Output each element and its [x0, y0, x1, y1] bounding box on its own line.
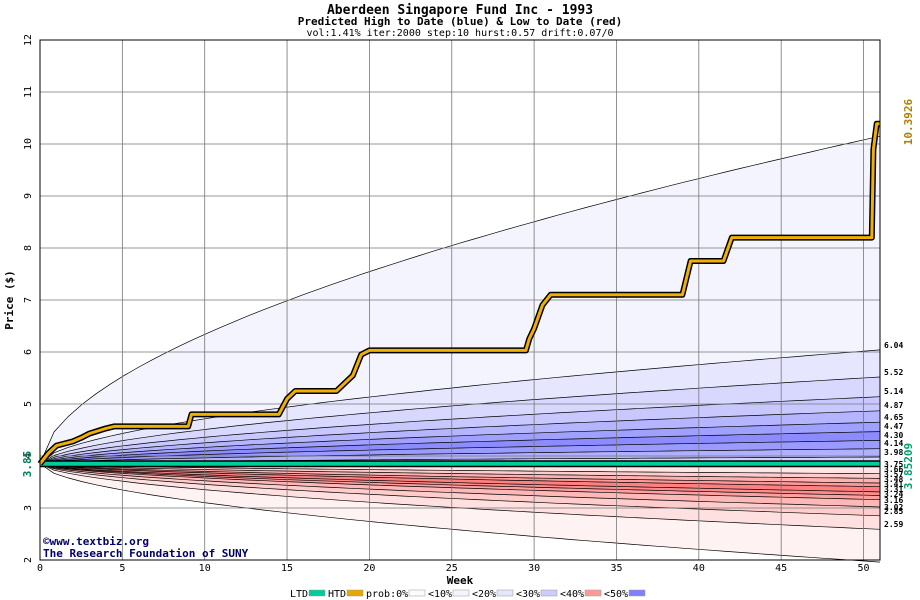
- upper-band-edge-1: [39, 349, 881, 465]
- legend-swatch: [584, 589, 602, 597]
- lower-band-edge-6: [39, 463, 881, 493]
- band-value-label: 3.98: [884, 448, 903, 457]
- band-value-label: 3.31: [884, 485, 903, 494]
- band-value-label: 4.14: [884, 439, 903, 448]
- start-price-label: 3.85: [21, 451, 34, 478]
- upper-band-edge-4: [39, 410, 881, 465]
- chart-params: vol:1.41% iter:2000 step:10 hurst:0.57 d…: [306, 28, 613, 39]
- legend-swatch: [408, 589, 426, 597]
- y-tick-label: 12: [23, 34, 34, 46]
- chart-title: Aberdeen Singapore Fund Inc - 1993: [327, 3, 593, 18]
- legend-label: <40%: [560, 589, 584, 600]
- lower-band-edge-2: [39, 463, 881, 517]
- legend-swatch: [452, 589, 470, 597]
- series: [37, 120, 880, 468]
- legend-swatch: [540, 589, 558, 597]
- band-value-label: 4.30: [884, 431, 903, 440]
- lower-band-edge-10: [39, 463, 881, 475]
- legend-label: <30%: [516, 589, 540, 600]
- upper-band-edge-6: [39, 431, 881, 465]
- band-value-label: 6.04: [884, 341, 903, 350]
- x-axis-ticks: 0 5 10 15 20 25 30 35 40 45 50: [37, 563, 870, 574]
- x-axis-label: Week: [447, 574, 474, 587]
- legend-label: <10%: [428, 589, 452, 600]
- band-value-label: 3.24: [884, 490, 903, 499]
- band-value-label: 3.48: [884, 475, 903, 484]
- legend-label: <20%: [472, 589, 496, 600]
- y-tick-label: 6: [23, 349, 34, 355]
- legend-swatch: [628, 589, 646, 597]
- legend-swatch: [346, 589, 364, 597]
- watermark-line1: ©www.textbiz.org: [43, 535, 149, 548]
- plot-area: [37, 39, 881, 563]
- x-tick-label: 30: [528, 563, 540, 574]
- y-tick-label: 9: [23, 193, 34, 199]
- x-tick-label: 20: [363, 563, 375, 574]
- htd-final-label: 10.3926: [902, 98, 915, 145]
- legend-label: LTD: [290, 589, 308, 600]
- upper-band-edge-3: [39, 396, 881, 465]
- plot-frame: [39, 39, 881, 561]
- lower-band-edge-4: [39, 463, 881, 501]
- band-value-label: 3.66: [884, 465, 903, 474]
- watermark-line2: The Research Foundation of SUNY: [43, 547, 249, 560]
- x-tick-label: 5: [119, 563, 125, 574]
- legend-swatch: [496, 589, 514, 597]
- x-tick-label: 0: [37, 563, 43, 574]
- probability-bands: [39, 135, 881, 563]
- band-value-label: 4.47: [884, 422, 903, 431]
- y-tick-label: 5: [23, 401, 34, 407]
- chart-subtitle: Predicted High to Date (blue) & Low to D…: [298, 15, 623, 28]
- y-tick-label: 11: [23, 86, 34, 98]
- y-tick-label: 3: [23, 505, 34, 511]
- upper-band-edge-2: [39, 376, 881, 465]
- lower-band-edge-8: [39, 463, 881, 484]
- y-tick-label: 2: [23, 557, 34, 563]
- y-axis-ticks: 2 3 4 5 6 7 8 9 10 11 12: [23, 34, 34, 563]
- band-value-label: 4.87: [884, 401, 903, 410]
- upper-band-edge-8: [39, 448, 881, 465]
- band-value-label: 3.75: [884, 460, 903, 469]
- lower-band-edge-7: [39, 463, 881, 488]
- x-tick-label: 35: [610, 563, 622, 574]
- band-value-label: 3.16: [884, 496, 903, 505]
- lower-band-edge-0: [39, 463, 881, 563]
- lower-band-edge-3: [39, 463, 881, 508]
- band-value-labels: 6.04 5.52 5.14 4.87 4.654.474.304.143.98 3.75…: [884, 341, 903, 529]
- upper-band-edge-5: [39, 421, 881, 465]
- upper-band-edge-7: [39, 440, 881, 465]
- upper-band-edge-0: [39, 135, 881, 464]
- band-value-label: 3.41: [884, 480, 903, 489]
- legend-label: prob:0%: [366, 589, 408, 600]
- band-value-label: 5.14: [884, 387, 903, 396]
- band-value-label: 2.85: [884, 507, 903, 516]
- x-tick-label: 40: [693, 563, 705, 574]
- x-tick-label: 45: [775, 563, 787, 574]
- x-tick-label: 10: [199, 563, 211, 574]
- band-value-label: 4.65: [884, 413, 903, 422]
- y-axis-label: Price ($): [3, 270, 16, 330]
- legend: LTD HTD prob:0% <10% <20% <30% <40% <50%: [290, 589, 646, 600]
- band-value-label: 3.57: [884, 470, 903, 479]
- x-tick-label: 25: [446, 563, 458, 574]
- y-tick-label: 8: [23, 245, 34, 251]
- band-value-label: 5.52: [884, 368, 903, 377]
- x-tick-label: 15: [281, 563, 293, 574]
- y-tick-label: 7: [23, 297, 34, 303]
- x-tick-label: 50: [858, 563, 870, 574]
- band-value-label: 3.02: [884, 503, 903, 512]
- lower-band-edge-5: [39, 463, 881, 496]
- legend-label: <50%: [604, 589, 628, 600]
- ltd-final-label: 3.85209: [902, 443, 915, 489]
- htd-line: [38, 122, 880, 465]
- legend-swatch: [308, 589, 326, 597]
- y-tick-label: 10: [23, 138, 34, 150]
- band-value-label: 2.59: [884, 520, 903, 529]
- y-tick-label: 4: [23, 453, 34, 459]
- legend-label: HTD: [328, 589, 346, 600]
- lower-band-edge-9: [39, 463, 881, 479]
